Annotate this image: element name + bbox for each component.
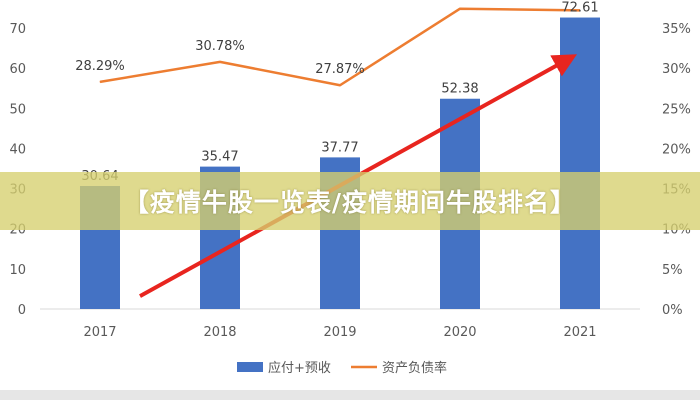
line-point xyxy=(99,81,101,83)
y-right-tick-label: 30% xyxy=(662,62,691,77)
x-tick-label: 2021 xyxy=(563,325,596,340)
y-right-tick-label: 25% xyxy=(662,102,691,117)
legend-label-line: 资产负债率 xyxy=(382,360,447,376)
y-left-tick-label: 70 xyxy=(9,22,26,37)
line-data-label: 30.78% xyxy=(195,39,245,54)
x-tick-label: 2018 xyxy=(203,325,236,340)
line-point xyxy=(579,9,581,11)
line-point xyxy=(219,61,221,63)
bar-data-label: 52.38 xyxy=(441,82,478,97)
line-point xyxy=(459,8,461,10)
y-left-tick-label: 0 xyxy=(18,303,26,318)
y-right-tick-label: 20% xyxy=(662,142,691,157)
y-left-tick-label: 50 xyxy=(9,102,26,117)
bar-data-label: 72.61 xyxy=(561,1,598,16)
x-tick-label: 2017 xyxy=(83,325,116,340)
y-right-tick-label: 5% xyxy=(662,263,683,278)
line-data-label: 28.29% xyxy=(75,59,125,74)
x-tick-label: 2020 xyxy=(443,325,476,340)
line-point xyxy=(339,84,341,86)
y-left-tick-label: 10 xyxy=(9,263,26,278)
x-tick-label: 2019 xyxy=(323,325,356,340)
y-right-tick-label: 0% xyxy=(662,303,683,318)
legend-swatch-bar xyxy=(237,362,263,372)
y-left-tick-label: 60 xyxy=(9,62,26,77)
line-data-label: 27.87% xyxy=(315,62,365,77)
banner-text: 【疫情牛股一览表/疫情期间牛股排名】 xyxy=(123,188,577,217)
bar-data-label: 35.47 xyxy=(201,150,238,165)
title-banner: 【疫情牛股一览表/疫情期间牛股排名】 xyxy=(0,172,700,230)
y-left-tick-label: 40 xyxy=(9,142,26,157)
legend-label-bar: 应付+预收 xyxy=(268,360,331,376)
bottom-strip xyxy=(0,390,700,400)
bar-data-label: 37.77 xyxy=(321,140,358,155)
y-right-tick-label: 35% xyxy=(662,22,691,37)
